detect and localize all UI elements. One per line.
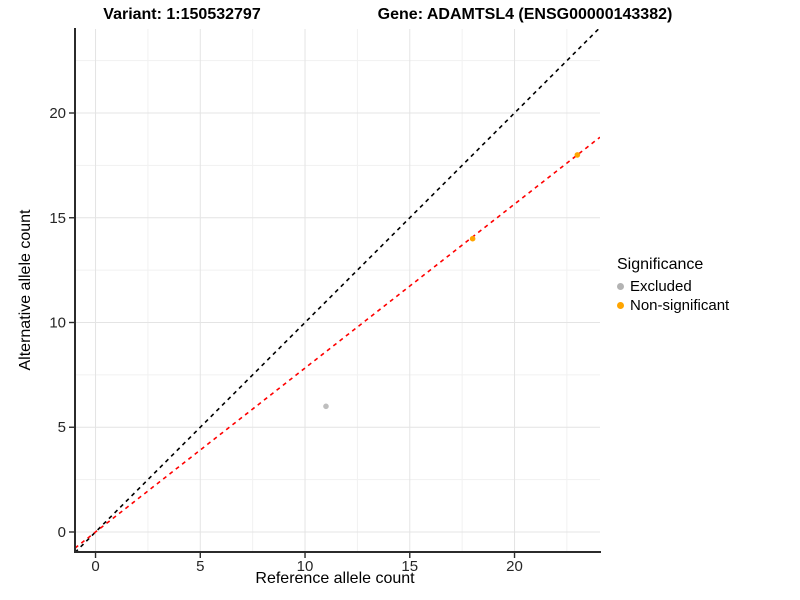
x-tick-label: 20 — [506, 558, 523, 575]
y-axis-label: Alternative allele count — [17, 209, 34, 371]
data-point-non-significant — [574, 152, 581, 158]
y-tick-label: 15 — [49, 210, 66, 227]
variant-title: Variant: 1:150532797 — [103, 6, 261, 23]
y-tick-label: 0 — [58, 524, 66, 541]
x-axis-label: Reference allele count — [255, 570, 415, 587]
legend-title: Significance — [617, 256, 704, 273]
excluded-dot-icon — [617, 283, 624, 290]
fit-line — [75, 136, 600, 549]
legend: Significance Excluded Non-significant — [617, 256, 729, 315]
identity-line — [75, 29, 600, 552]
x-tick-label: 10 — [297, 558, 314, 575]
non-significant-dot-icon — [617, 302, 624, 309]
data-point-excluded — [323, 403, 329, 410]
x-tick-label: 5 — [196, 558, 204, 575]
legend-item-label: Excluded — [630, 278, 692, 295]
y-tick-label: 10 — [49, 315, 66, 332]
x-tick-label: 15 — [401, 558, 418, 575]
x-tick-label: 0 — [91, 558, 99, 575]
data-point-non-significant — [469, 235, 476, 242]
legend-item-excluded: Excluded — [617, 277, 729, 296]
legend-item-label: Non-significant — [630, 297, 730, 314]
legend-item-non-significant: Non-significant — [617, 296, 729, 315]
y-tick-label: 20 — [49, 105, 66, 122]
y-tick-label: 5 — [58, 419, 66, 436]
gene-title: Gene: ADAMTSL4 (ENSG00000143382) — [377, 6, 673, 23]
